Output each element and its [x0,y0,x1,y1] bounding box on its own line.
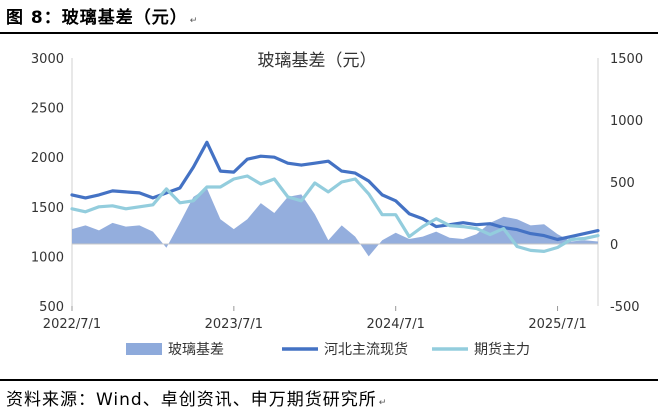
return-mark: ↵ [378,398,388,408]
left-y-tick-label: 2000 [31,151,64,166]
left-y-tick-label: 1000 [31,250,64,265]
x-tick-label: 2022/7/1 [43,317,101,332]
chart-area: 玻璃基差（元） 500 1000 1500 2000 2500 3000 -500 0 500… [0,36,658,376]
figure-label: 图 8：玻璃基差（元） ↵ [6,8,199,28]
x-ticks: 2022/7/1 2023/7/1 2024/7/1 2025/7/1 [43,306,587,332]
left-y-ticks: 500 1000 1500 2000 2500 3000 [31,52,64,315]
source-note: 资料来源：Wind、卓创资讯、申万期货研究所 ↵ [6,390,388,410]
glass-basis-chart: 玻璃基差（元） 500 1000 1500 2000 2500 3000 -500 0 500… [31,51,643,358]
legend-label: 河北主流现货 [324,341,408,358]
x-tick-label: 2024/7/1 [366,317,424,332]
right-y-tick-label: 0 [610,238,618,253]
spread-area-group [72,188,598,257]
line-series-group [70,140,600,253]
figure-header: 图 8：玻璃基差（元） ↵ [0,0,658,34]
right-y-tick-label: -500 [610,300,640,315]
right-y-tick-label: 1500 [610,52,643,67]
spread-area [72,188,598,257]
right-y-ticks: -500 0 500 1000 1500 [610,52,643,315]
legend-label: 期货主力 [474,341,530,358]
left-y-tick-label: 2500 [31,102,64,117]
figure-footer: 资料来源：Wind、卓创资讯、申万期货研究所 ↵ [0,379,658,416]
chart-title: 玻璃基差（元） [258,51,377,71]
x-tick-label: 2025/7/1 [528,317,586,332]
futures-price-line [70,174,600,253]
right-y-tick-label: 1000 [610,114,643,129]
left-y-tick-label: 3000 [31,52,64,67]
legend: 玻璃基差 河北主流现货 期货主力 [126,341,530,358]
legend-swatch-spread [126,343,162,355]
right-y-tick-label: 500 [610,176,635,191]
left-y-tick-label: 1500 [31,201,64,216]
return-mark: ↵ [189,16,199,26]
legend-label: 玻璃基差 [168,341,224,358]
left-y-tick-label: 500 [39,300,64,315]
x-tick-label: 2023/7/1 [205,317,263,332]
